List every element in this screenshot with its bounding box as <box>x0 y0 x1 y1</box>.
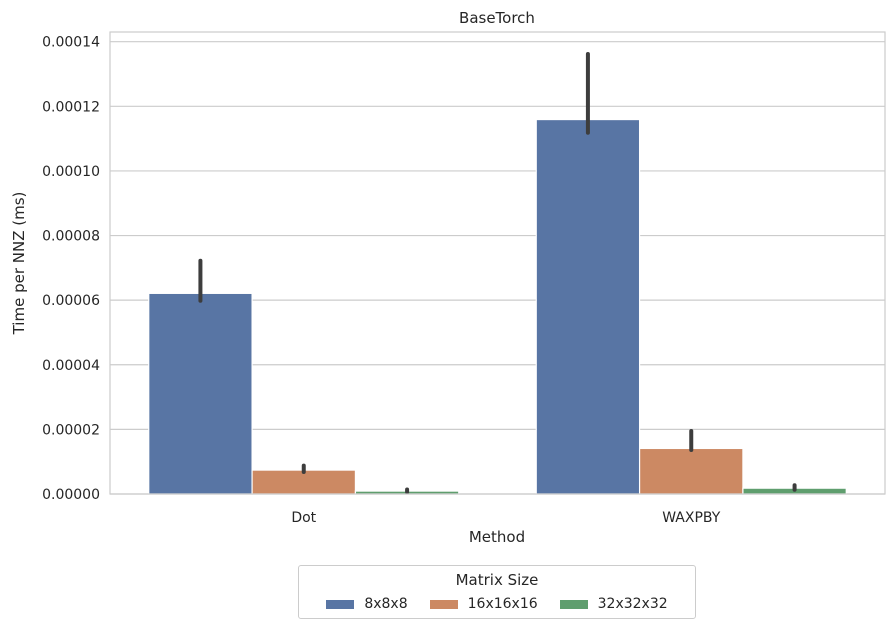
plot-frame <box>109 31 886 495</box>
legend-item-8x8x8: 8x8x8 <box>326 596 408 612</box>
y-tick-label: 0.00000 <box>42 487 100 503</box>
legend-label: 8x8x8 <box>364 596 408 612</box>
legend-title: Matrix Size <box>455 571 539 589</box>
y-tick-label: 0.00014 <box>42 35 100 51</box>
x-tick-label: WAXPBY <box>662 510 721 526</box>
y-tick-label: 0.00012 <box>42 99 100 115</box>
bar-8x8x8-WAXPBY <box>535 118 641 495</box>
legend-swatch <box>429 599 458 609</box>
y-tick-label: 0.00004 <box>42 358 100 374</box>
y-tick-labels: 0.00000 0.00002 0.00004 0.00006 0.00008 0.000… <box>42 35 100 503</box>
legend-item-16x16x16: 16x16x16 <box>429 596 538 612</box>
bars-layer <box>148 118 847 495</box>
bar-chart: 0.00000 0.00002 0.00004 0.00006 0.00008 0.000… <box>10 9 886 546</box>
x-tick-labels: Dot WAXPBY <box>291 510 720 526</box>
y-axis-label: Time per NNZ (ms) <box>10 192 28 336</box>
legend-label: 16x16x16 <box>467 596 538 612</box>
chart-title: BaseTorch <box>459 9 535 27</box>
legend-swatch <box>326 599 355 609</box>
y-tick-label: 0.00006 <box>42 293 100 309</box>
errorbars-layer <box>198 51 797 495</box>
legend-swatch <box>559 599 588 609</box>
legend-item-32x32x32: 32x32x32 <box>559 596 668 612</box>
bar-16x16x16-WAXPBY <box>638 447 744 495</box>
legend-label: 32x32x32 <box>597 596 668 612</box>
y-tick-label: 0.00010 <box>42 164 100 180</box>
x-axis-label: Method <box>469 528 525 546</box>
y-tick-label: 0.00002 <box>42 422 100 438</box>
legend: Matrix Size 8x8x8 16x16x16 32x32x32 <box>298 565 696 619</box>
bar-8x8x8-Dot <box>148 292 253 495</box>
y-tick-label: 0.00008 <box>42 229 100 245</box>
x-tick-label: Dot <box>291 510 316 526</box>
legend-items: 8x8x8 16x16x16 32x32x32 <box>299 596 695 612</box>
